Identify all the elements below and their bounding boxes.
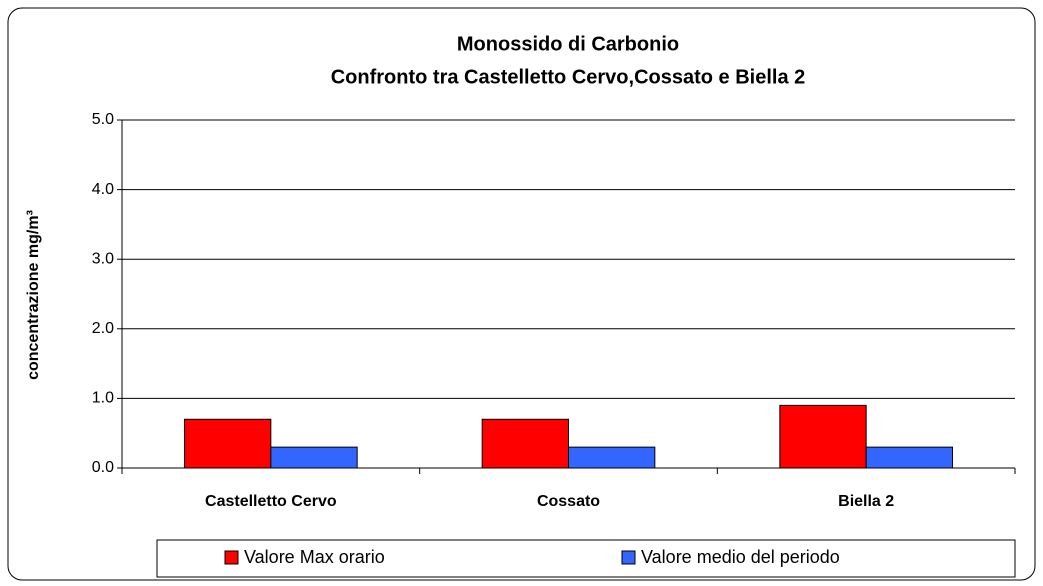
legend-label: Valore Max orario: [244, 547, 385, 567]
bar: [779, 404, 867, 469]
bar: [481, 418, 569, 469]
y-axis-label: concentrazione mg/m³: [25, 210, 42, 380]
legend-box: [156, 539, 1016, 578]
bar: [270, 446, 358, 469]
legend-swatch: [621, 550, 636, 565]
y-tick-label: 0.0: [92, 459, 114, 476]
legend-swatch: [224, 550, 239, 565]
bar: [568, 446, 656, 469]
x-tick-label: Castelletto Cervo: [205, 493, 337, 510]
bar: [865, 446, 953, 469]
x-tick-label: Cossato: [537, 493, 600, 510]
bar: [184, 418, 272, 469]
chart-title: Monossido di Carbonio: [457, 33, 679, 55]
y-tick-label: 3.0: [92, 250, 114, 267]
y-tick-label: 4.0: [92, 181, 114, 198]
x-tick-label: Biella 2: [838, 493, 894, 510]
y-tick-label: 2.0: [92, 320, 114, 337]
legend-label: Valore medio del periodo: [641, 547, 840, 567]
chart-subtitle: Confronto tra Castelletto Cervo,Cossato …: [331, 66, 806, 88]
y-tick-label: 5.0: [92, 111, 114, 128]
y-tick-label: 1.0: [92, 390, 114, 407]
